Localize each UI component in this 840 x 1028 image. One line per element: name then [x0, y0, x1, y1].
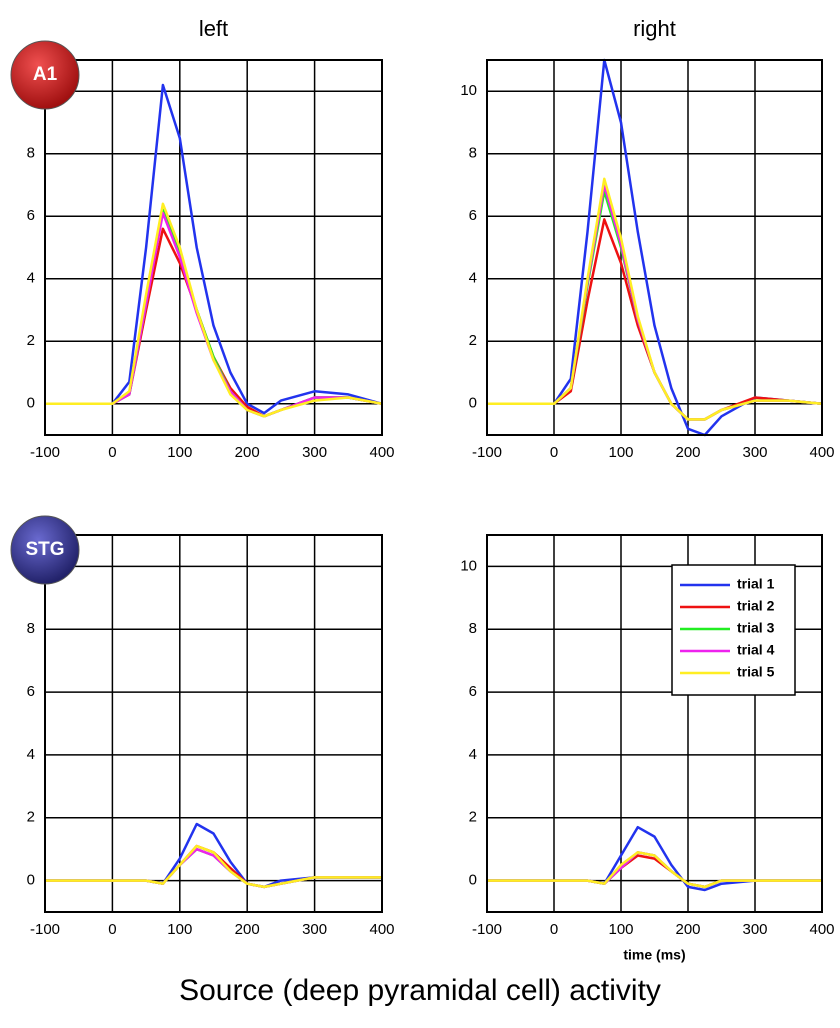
x-tick-label: -100: [30, 444, 60, 461]
x-tick-label: 300: [742, 444, 767, 461]
plot-frame: [486, 534, 823, 913]
x-tick-label: 100: [167, 444, 192, 461]
series-line: [487, 851, 822, 889]
legend-label: trial 1: [737, 576, 775, 592]
x-tick-label: 0: [550, 444, 558, 461]
y-tick-label: 10: [460, 557, 477, 574]
plot-area: [45, 60, 382, 435]
y-tick-label: 8: [27, 620, 35, 637]
y-tick-label: 0: [27, 872, 35, 889]
x-tick-label: 300: [302, 444, 327, 461]
plot-frame: [486, 59, 823, 436]
x-tick-label: 100: [608, 921, 633, 938]
legend-label: trial 2: [737, 598, 775, 614]
y-tick-label: 2: [27, 332, 35, 349]
figure-title: Source (deep pyramidal cell) activity: [179, 974, 661, 1007]
x-tick-label: 0: [550, 921, 558, 938]
y-tick-label: 6: [27, 207, 35, 224]
x-tick-label: 200: [235, 444, 260, 461]
y-tick-label: 2: [469, 809, 477, 826]
region-label: STG: [25, 539, 64, 560]
plot-area: [45, 535, 382, 912]
y-tick-label: 8: [27, 145, 35, 162]
y-tick-label: 0: [27, 395, 35, 412]
x-axis-label: time (ms): [623, 947, 685, 963]
x-tick-label: -100: [472, 444, 502, 461]
x-tick-label: 400: [809, 921, 834, 938]
y-tick-label: 6: [469, 683, 477, 700]
x-tick-label: 400: [369, 444, 394, 461]
x-tick-label: 200: [235, 921, 260, 938]
y-tick-label: 4: [27, 746, 35, 763]
x-tick-label: 0: [108, 444, 116, 461]
y-tick-label: 4: [27, 270, 35, 287]
legend-label: trial 3: [737, 620, 775, 636]
x-tick-label: 400: [809, 444, 834, 461]
plot-frame: [44, 534, 383, 913]
x-tick-label: -100: [472, 921, 502, 938]
legend-label: trial 4: [737, 642, 775, 658]
region-label: A1: [33, 64, 58, 85]
x-tick-label: 100: [608, 444, 633, 461]
region-badge: [10, 515, 80, 585]
x-tick-label: -100: [30, 921, 60, 938]
x-tick-label: 200: [675, 444, 700, 461]
y-tick-label: 2: [27, 809, 35, 826]
x-tick-label: 300: [742, 921, 767, 938]
x-tick-label: 300: [302, 921, 327, 938]
region-badge: [10, 40, 80, 110]
y-tick-label: 4: [469, 746, 477, 763]
y-tick-label: 8: [469, 620, 477, 637]
x-tick-label: 100: [167, 921, 192, 938]
y-tick-label: 8: [469, 145, 477, 162]
x-tick-label: 0: [108, 921, 116, 938]
panel-title: left: [199, 16, 228, 41]
series-line: [45, 83, 383, 415]
x-tick-label: 400: [369, 921, 394, 938]
series-line: [45, 844, 382, 889]
series-line: [487, 177, 823, 421]
y-tick-label: 2: [469, 332, 477, 349]
series-line: [45, 202, 383, 418]
y-tick-label: 0: [469, 872, 477, 889]
panel-title: right: [633, 16, 676, 41]
y-tick-label: 4: [469, 270, 477, 287]
plot-frame: [44, 59, 383, 436]
y-tick-label: 10: [460, 82, 477, 99]
plot-area: [487, 60, 822, 435]
legend-label: trial 5: [737, 664, 775, 680]
y-tick-label: 6: [27, 683, 35, 700]
y-tick-label: 6: [469, 207, 477, 224]
x-tick-label: 200: [675, 921, 700, 938]
y-tick-label: 0: [469, 395, 477, 412]
